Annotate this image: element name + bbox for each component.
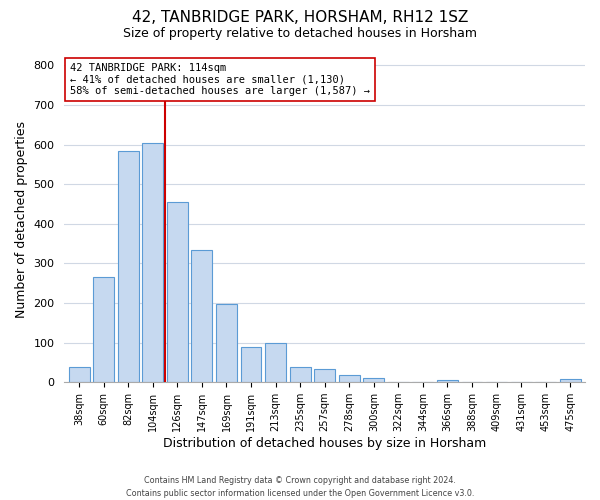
Bar xyxy=(191,250,212,382)
Text: Contains HM Land Registry data © Crown copyright and database right 2024.
Contai: Contains HM Land Registry data © Crown c… xyxy=(126,476,474,498)
Bar xyxy=(314,369,335,382)
Text: Size of property relative to detached houses in Horsham: Size of property relative to detached ho… xyxy=(123,28,477,40)
Y-axis label: Number of detached properties: Number of detached properties xyxy=(15,122,28,318)
Bar xyxy=(69,367,89,382)
X-axis label: Distribution of detached houses by size in Horsham: Distribution of detached houses by size … xyxy=(163,437,487,450)
Bar xyxy=(560,379,581,382)
Text: 42 TANBRIDGE PARK: 114sqm
← 41% of detached houses are smaller (1,130)
58% of se: 42 TANBRIDGE PARK: 114sqm ← 41% of detac… xyxy=(70,63,370,96)
Bar xyxy=(216,304,237,382)
Bar xyxy=(265,342,286,382)
Bar xyxy=(142,142,163,382)
Text: 42, TANBRIDGE PARK, HORSHAM, RH12 1SZ: 42, TANBRIDGE PARK, HORSHAM, RH12 1SZ xyxy=(132,10,468,25)
Bar xyxy=(290,367,311,382)
Bar xyxy=(241,346,262,382)
Bar xyxy=(93,278,114,382)
Bar xyxy=(118,150,139,382)
Bar xyxy=(339,375,359,382)
Bar xyxy=(364,378,384,382)
Bar xyxy=(167,202,188,382)
Bar xyxy=(437,380,458,382)
